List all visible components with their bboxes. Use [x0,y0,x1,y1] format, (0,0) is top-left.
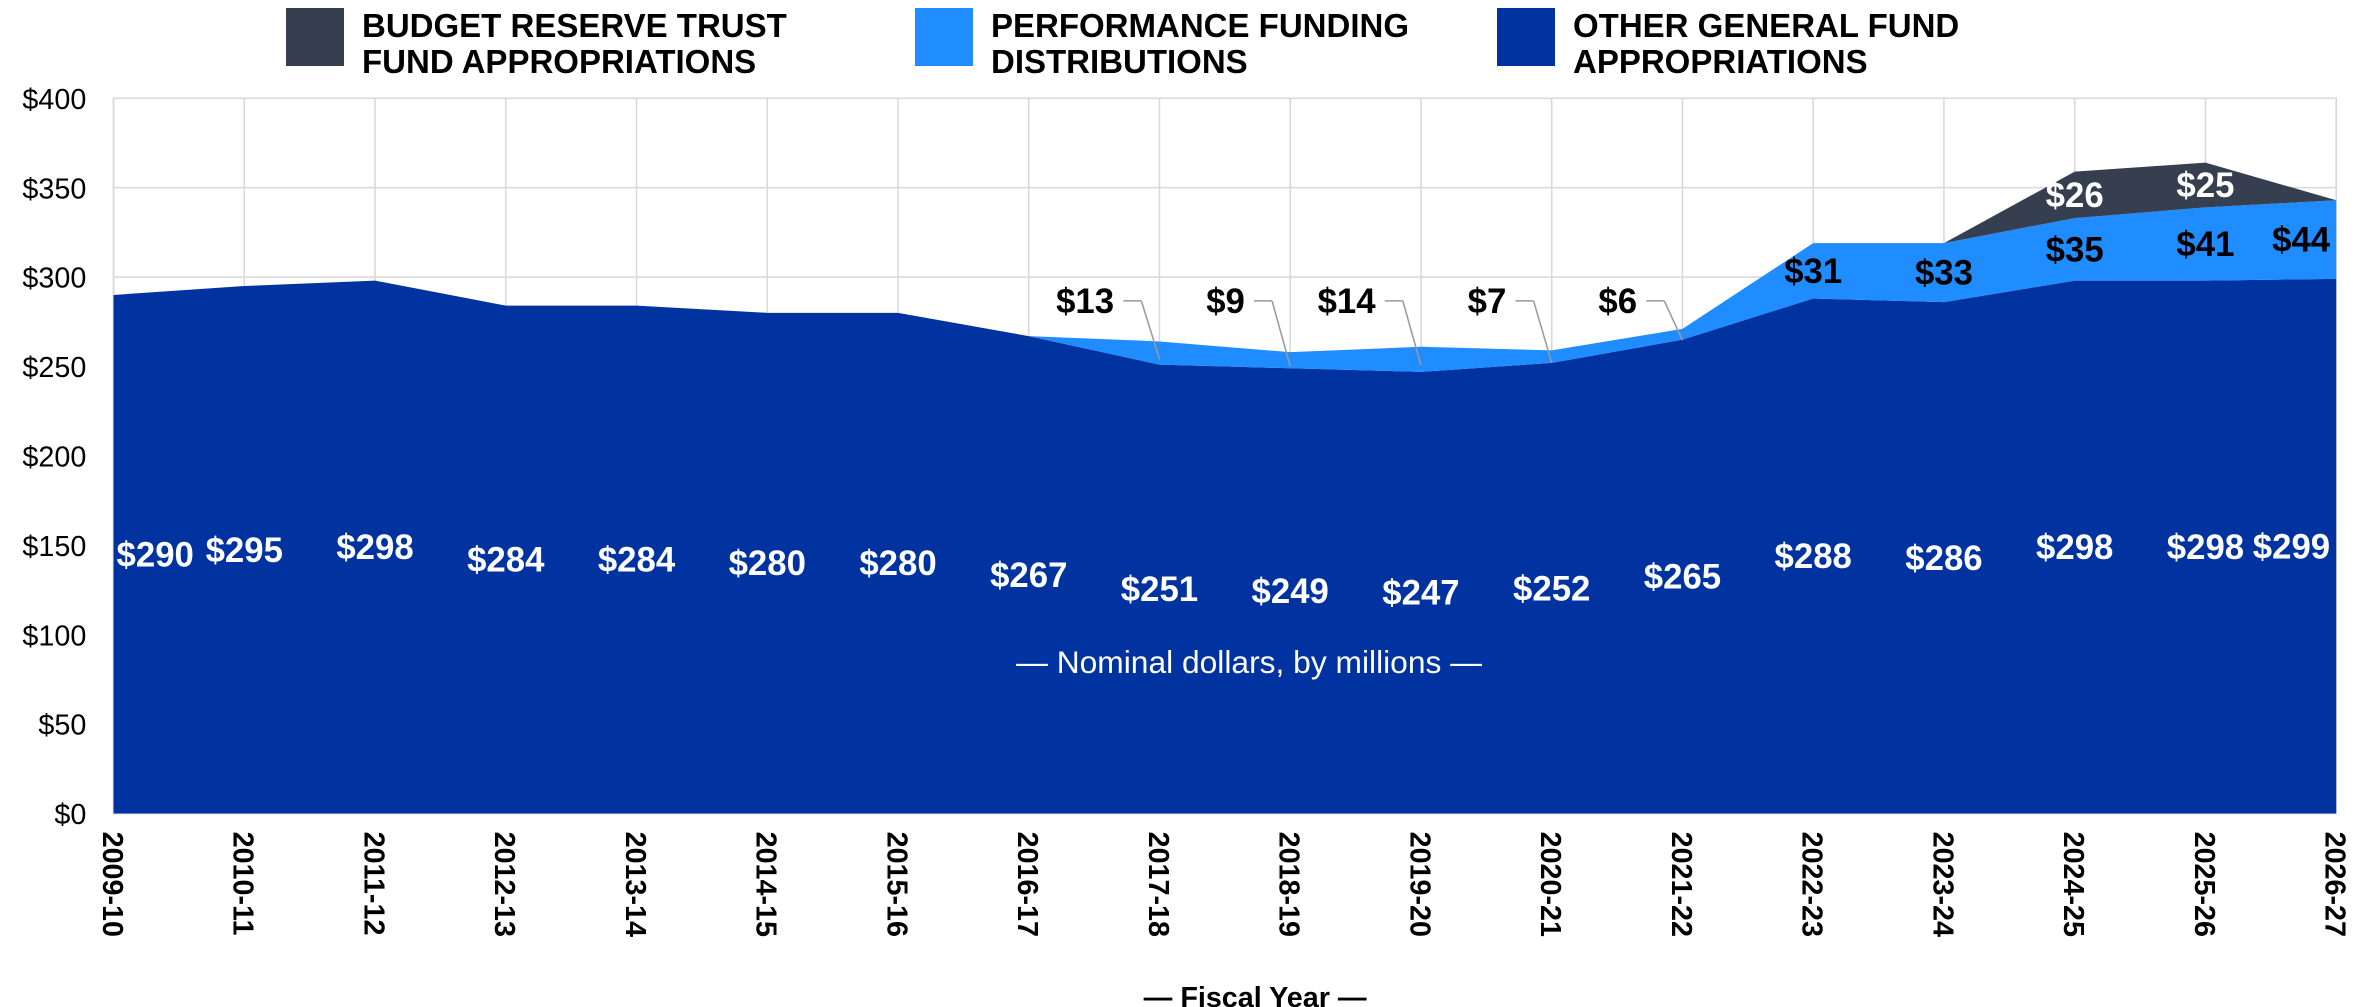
x-tick-label: 2019-20 [1403,832,1435,937]
data-label: $13 [1056,283,1114,321]
legend-label: BUDGET RESERVE TRUST FUND APPROPRIATIONS [362,7,787,80]
y-tick-label: $250 [22,352,86,384]
data-label: $299 [2253,528,2330,566]
y-tick-label: $150 [22,531,86,563]
x-tick-label: 2016-17 [1011,832,1043,937]
y-tick-label: $100 [22,620,86,652]
data-label: $31 [1784,253,1842,291]
data-label: $286 [1905,540,1982,578]
x-tick-label: 2010-11 [227,832,259,936]
legend-item: BUDGET RESERVE TRUST FUND APPROPRIATIONS [286,8,787,80]
data-label: $280 [729,545,806,583]
data-label: $265 [1644,559,1721,597]
data-label: $44 [2272,222,2331,260]
y-tick-label: $50 [38,710,86,742]
data-label: $249 [1252,573,1329,611]
x-tick-label: 2025-26 [2188,832,2220,937]
data-label: $14 [1318,283,1377,321]
legend-item: OTHER GENERAL FUND APPROPRIATIONS [1497,8,1959,80]
leader-line [1402,300,1422,366]
x-tick-label: 2012-13 [488,832,520,937]
x-tick-label: 2024-25 [2057,832,2089,937]
leader-line [1271,300,1291,367]
leader-line [1140,300,1161,360]
data-label: $252 [1513,570,1590,608]
data-label: $284 [467,542,545,580]
data-label: $288 [1775,538,1852,576]
x-tick-label: 2011-12 [357,832,389,936]
legend-label: PERFORMANCE FUNDING DISTRIBUTIONS [991,7,1409,80]
y-tick-label: $300 [22,263,86,295]
legend-swatch [1497,8,1555,66]
data-label: $298 [2036,529,2113,567]
x-tick-label: 2022-23 [1796,832,1828,937]
data-label: $251 [1121,571,1198,609]
x-tick-label: 2021-22 [1665,832,1697,937]
legend-item: PERFORMANCE FUNDING DISTRIBUTIONS [915,8,1409,80]
y-tick-label: $0 [54,799,86,831]
x-tick-label: 2013-14 [619,832,651,937]
legend-swatch [286,8,344,66]
y-tick-label: $400 [22,84,86,116]
x-tick-label: 2018-19 [1273,832,1305,937]
leader-line [1532,300,1553,363]
x-tick-label: 2015-16 [880,832,912,937]
annotation: — Nominal dollars, by millions — [1016,644,1482,680]
x-tick-label: 2014-15 [750,832,782,937]
data-label: $6 [1598,283,1637,321]
data-label: $267 [990,557,1067,595]
data-label: $247 [1382,575,1459,613]
y-tick-label: $350 [22,173,86,205]
data-label: $26 [2046,177,2104,215]
legend-label: OTHER GENERAL FUND APPROPRIATIONS [1573,7,1960,80]
data-label: $9 [1206,283,1245,321]
data-label: $298 [336,529,413,567]
area [113,162,2337,353]
x-axis-title: — Fiscal Year — [1144,982,1367,1007]
x-tick-label: 2017-18 [1142,832,1174,937]
data-label: $280 [859,545,936,583]
y-tick-label: $200 [22,441,86,473]
area [113,278,2337,814]
leader-line [1663,300,1684,341]
data-label: $7 [1468,283,1507,321]
x-tick-label: 2023-24 [1926,832,1958,937]
x-tick-label: 2009-10 [96,832,128,937]
data-label: $284 [598,542,676,580]
data-label: $298 [2167,529,2244,567]
data-label: $35 [2046,231,2104,269]
data-label: $25 [2176,167,2234,205]
x-tick-label: 2020-21 [1534,832,1566,937]
data-label: $41 [2176,226,2234,264]
legend-swatch [915,8,973,66]
data-label: $295 [206,532,283,570]
area [113,200,2337,372]
data-label: $290 [117,536,194,574]
data-label: $33 [1915,255,1973,293]
x-tick-label: 2026-27 [2319,832,2351,937]
